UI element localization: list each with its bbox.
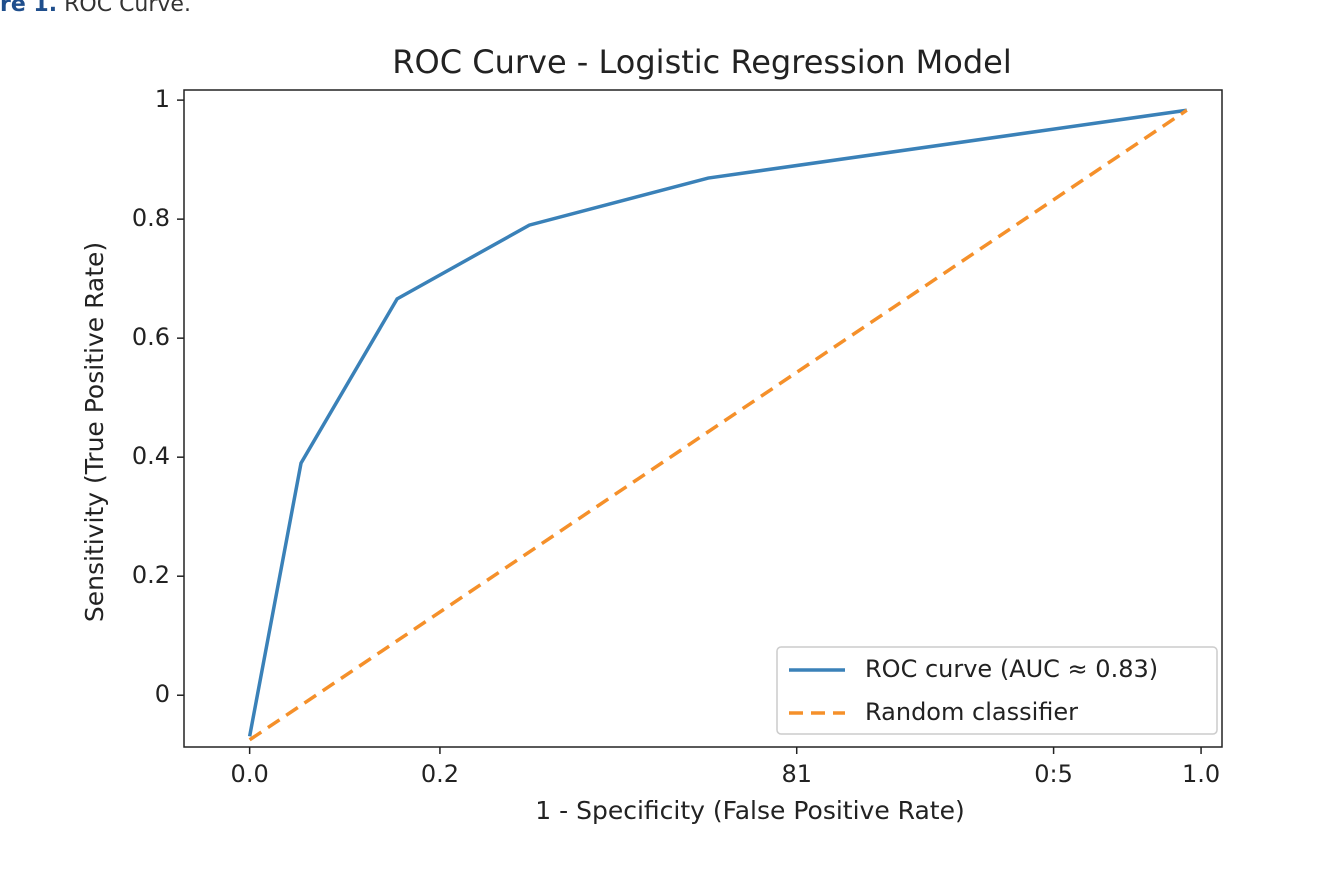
caption-text: ROC Curve.: [64, 0, 191, 17]
x-tick-label: 1.0: [1182, 760, 1220, 788]
x-axis-label: 1 - Specificity (False Positive Rate): [535, 796, 964, 825]
series-line: [247, 108, 1188, 737]
legend-label: Random classifier: [865, 698, 1078, 726]
y-axis-label: Sensitivity (True Positive Rate): [80, 242, 109, 622]
x-tick-label: 0:5: [1034, 760, 1073, 788]
y-tick-label: 0: [155, 680, 170, 708]
x-tick-label: 81: [781, 760, 812, 788]
series-line: [248, 108, 1188, 742]
caption: re 1. ROC Curve.: [0, 0, 191, 17]
legend-box: [776, 646, 1218, 735]
legend-label: ROC curve (AUC ≈ 0.83): [865, 655, 1158, 683]
x-tick-label: 0.0: [231, 760, 269, 788]
caption-label: re 1.: [0, 0, 58, 17]
y-tick-label: 0.8: [132, 204, 170, 232]
y-tick-label: 0.2: [132, 561, 170, 589]
y-tick-label: 0.6: [132, 323, 170, 351]
y-tick-label: 0.4: [132, 442, 170, 470]
y-tick-label: 1: [155, 85, 170, 113]
x-tick-label: 0.2: [421, 760, 459, 788]
chart-title: ROC Curve - Logistic Regression Model: [392, 43, 1011, 81]
plot-frame: [183, 89, 1223, 748]
